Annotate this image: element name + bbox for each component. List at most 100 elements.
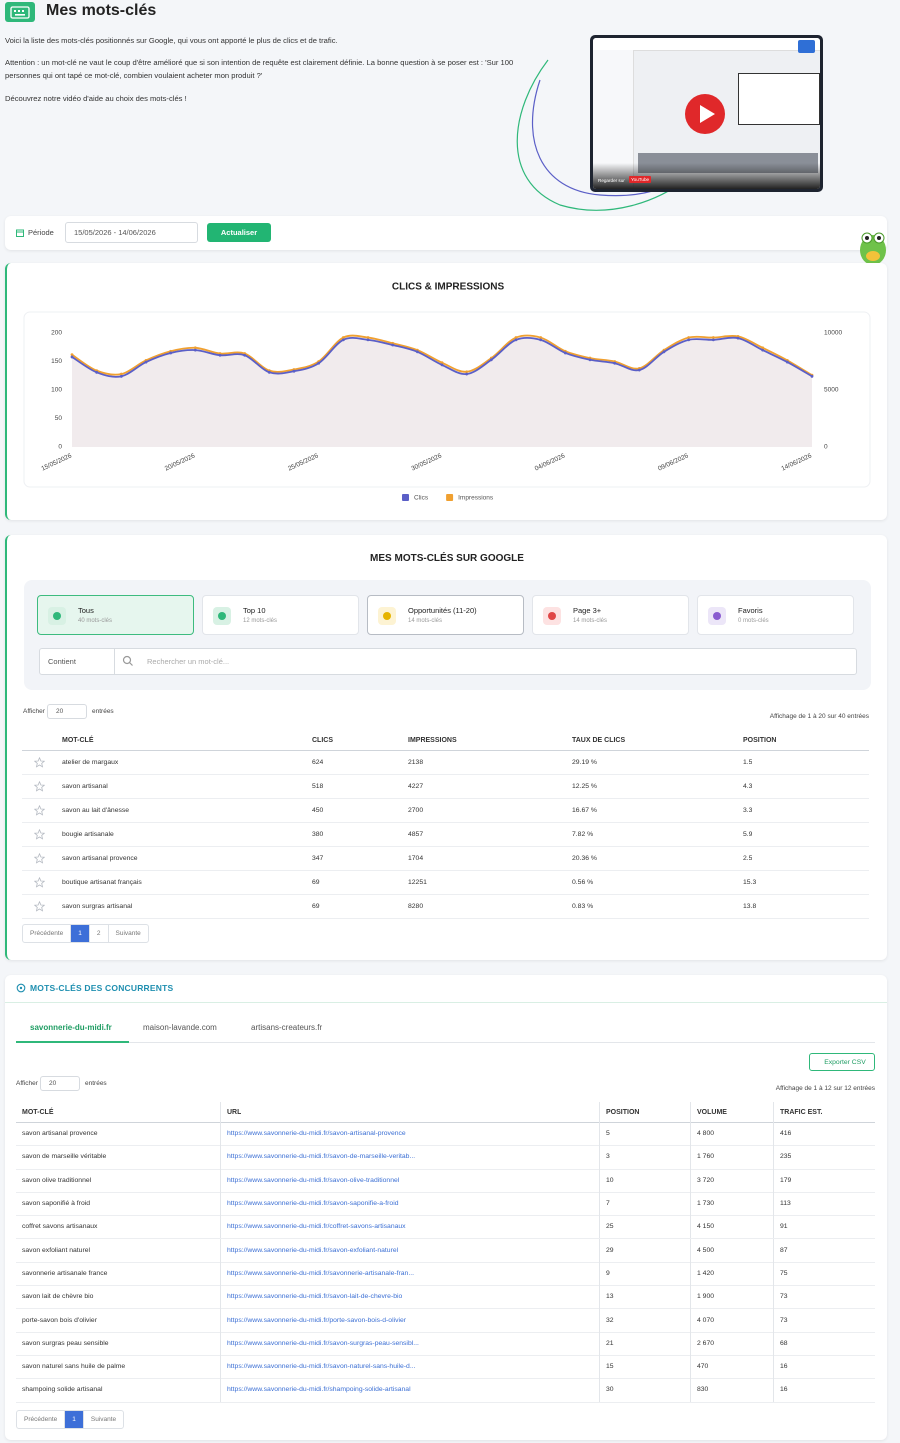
page-number[interactable]: 1 <box>65 1411 84 1428</box>
operator-select[interactable]: Contient <box>39 648 115 675</box>
table-row: savonnerie artisanale france https://www.… <box>16 1261 875 1287</box>
legend-label: Clics <box>414 495 429 502</box>
show-label: Afficher <box>16 1080 38 1087</box>
table-cell: savon olive traditionnel <box>22 1176 92 1184</box>
url-link[interactable]: https://www.savonnerie-du-midi.fr/savon-… <box>220 1122 597 1146</box>
table-cell: 518 <box>312 782 324 790</box>
tab-icon <box>378 607 396 625</box>
share-button[interactable] <box>798 40 815 53</box>
url-link[interactable]: https://www.savonnerie-du-midi.fr/savon-… <box>220 1355 597 1379</box>
table-cell: 416 <box>773 1122 870 1146</box>
favorite-star[interactable] <box>34 852 45 864</box>
point <box>366 336 370 339</box>
filter-tab[interactable]: Tous 40 mots-clés <box>37 595 194 635</box>
table-cell: 0.83 % <box>572 902 594 910</box>
table-cell: 7.82 % <box>572 830 594 838</box>
table-row: savon naturel sans huile de palme https:/… <box>16 1355 875 1380</box>
table-cell: 1 730 <box>690 1191 771 1216</box>
page-prev[interactable]: Précédente <box>17 1411 66 1428</box>
point <box>489 358 493 362</box>
period-input[interactable]: 15/05/2026 - 14/06/2026 <box>65 222 198 243</box>
show-select[interactable]: 20 <box>47 704 87 719</box>
table-cell: 450 <box>312 806 324 814</box>
tab-count: 14 mots-clés <box>408 618 443 624</box>
table-cell: 87 <box>773 1238 870 1262</box>
export-button[interactable]: Exporter CSV <box>809 1053 875 1071</box>
filter-tab[interactable]: Favoris 0 mots-clés <box>697 595 854 635</box>
period-card: Période 15/05/2026 - 14/06/2026 Actualis… <box>5 216 887 250</box>
url-link[interactable]: https://www.savonnerie-du-midi.fr/savon-… <box>220 1191 597 1216</box>
competitors-header <box>5 975 887 1003</box>
table-row: coffret savons artisanaux https://www.sav… <box>16 1215 875 1240</box>
page-prev[interactable]: Précédente <box>23 925 72 942</box>
table-cell: 5 <box>599 1122 686 1146</box>
keyboard-icon <box>10 6 30 19</box>
table-cell: 4 070 <box>690 1308 771 1332</box>
table-cell: 3 <box>599 1145 686 1169</box>
point <box>637 368 641 372</box>
table-cell: 29 <box>599 1238 686 1262</box>
table-cell: 15 <box>599 1355 686 1379</box>
filter-tab[interactable]: Page 3+ 14 mots-clés <box>532 595 689 635</box>
site-tab[interactable]: artisans-createurs.fr <box>251 1023 323 1032</box>
url-link[interactable]: https://www.savonnerie-du-midi.fr/shampo… <box>220 1378 597 1402</box>
url-link[interactable]: https://www.savonnerie-du-midi.fr/porte-… <box>220 1308 597 1332</box>
point <box>761 348 765 352</box>
column-header: TAUX DE CLICS <box>572 736 626 744</box>
url-link[interactable]: https://www.savonnerie-du-midi.fr/savonn… <box>220 1261 597 1286</box>
point <box>785 360 789 364</box>
filter-tab[interactable]: Opportunités (11-20) 14 mots-clés <box>367 595 524 635</box>
y-tick-label: 0 <box>58 444 62 451</box>
table-cell: savon exfoliant naturel <box>22 1246 91 1254</box>
favorite-star[interactable] <box>34 780 45 792</box>
table-cell: 0.56 % <box>572 878 594 886</box>
url-link[interactable]: https://www.savonnerie-du-midi.fr/savon-… <box>220 1285 597 1309</box>
play-button[interactable] <box>684 93 726 135</box>
table-cell: 25 <box>599 1215 686 1239</box>
tab-label: Tous <box>78 606 94 615</box>
tab-count: 40 mots-clés <box>78 618 113 624</box>
point <box>341 336 345 339</box>
url-link[interactable]: https://www.savonnerie-du-midi.fr/savon-… <box>220 1331 597 1355</box>
favorite-star[interactable] <box>34 876 45 888</box>
page-number[interactable]: 2 <box>90 925 109 942</box>
point <box>341 338 345 342</box>
table-cell: 9 <box>599 1261 686 1286</box>
column-header: IMPRESSIONS <box>408 736 457 744</box>
tab-icon-dot <box>548 612 556 620</box>
url-link[interactable]: https://www.savonnerie-du-midi.fr/coffre… <box>220 1215 597 1239</box>
video-thumbnail[interactable]: Regarder sur YouTube <box>590 35 823 192</box>
pagination: Précédente 1 2 Suivante <box>22 924 149 943</box>
table-cell: 1.5 <box>743 758 753 766</box>
table-cell: 1 420 <box>690 1261 771 1286</box>
favorite-star[interactable] <box>34 804 45 816</box>
site-tab[interactable]: savonnerie-du-midi.fr <box>30 1023 112 1032</box>
favorite-star[interactable] <box>34 828 45 840</box>
filter-tab[interactable]: Top 10 12 mots-clés <box>202 595 359 635</box>
table-row: savon olive traditionnel https://www.savo… <box>16 1168 875 1193</box>
table-cell: 2138 <box>408 758 424 766</box>
table-row: savon artisanal provence 347 1704 20.36 % 2.… <box>22 846 869 871</box>
search-input[interactable]: Rechercher un mot-clé... <box>114 648 857 675</box>
page-next[interactable]: Suivante <box>115 930 141 937</box>
url-link[interactable]: https://www.savonnerie-du-midi.fr/savon-… <box>220 1145 597 1169</box>
table-cell: bougie artisanale <box>62 830 114 838</box>
favorite-star[interactable] <box>34 756 45 768</box>
target-icon <box>16 983 26 993</box>
tab-icon-dot <box>383 612 391 620</box>
legend-swatch <box>446 494 454 501</box>
site-tab[interactable]: maison-lavande.com <box>143 1023 217 1032</box>
url-link[interactable]: https://www.savonnerie-du-midi.fr/savon-… <box>220 1238 597 1262</box>
page-next[interactable]: Suivante <box>90 1416 117 1423</box>
url-link[interactable]: https://www.savonnerie-du-midi.fr/savon-… <box>220 1168 597 1192</box>
table-cell: shampoing solide artisanal <box>22 1386 103 1394</box>
favorite-star[interactable] <box>34 900 45 912</box>
point <box>711 338 715 342</box>
point <box>539 338 543 342</box>
page-number[interactable]: 1 <box>71 925 90 942</box>
refresh-button[interactable]: Actualiser <box>207 223 271 242</box>
table-row: savon exfoliant naturel https://www.savon… <box>16 1238 875 1263</box>
y2-tick-label: 0 <box>824 444 828 451</box>
show-select[interactable]: 20 <box>40 1076 80 1091</box>
star-shape <box>34 804 45 816</box>
